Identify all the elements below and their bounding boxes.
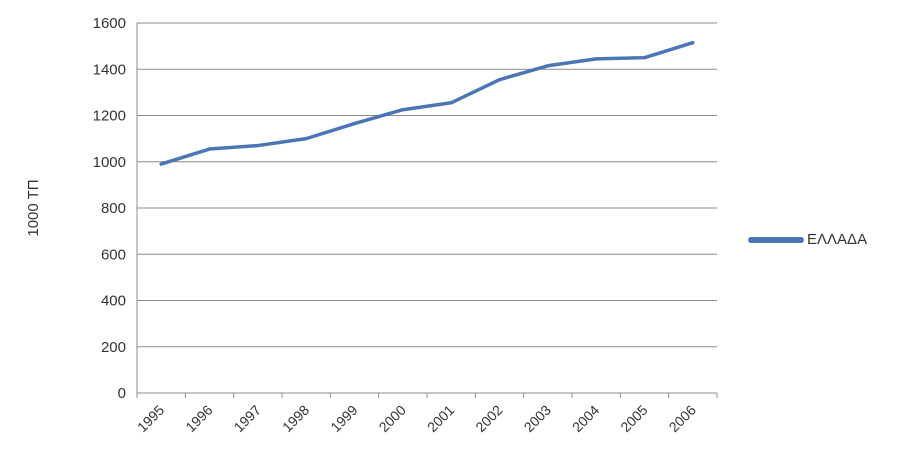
y-tick-label: 1200	[93, 108, 126, 125]
x-tick-label: 2003	[521, 402, 554, 435]
y-tick-label: 600	[101, 246, 126, 263]
y-tick-label: 0	[118, 385, 126, 402]
series-lines	[159, 40, 695, 166]
y-tick-label: 800	[101, 200, 126, 217]
legend-label: ΕΛΛΑΔΑ	[807, 231, 868, 248]
x-tick-label: 1999	[327, 402, 360, 435]
x-tick-label: 1995	[134, 402, 167, 435]
y-axis-title: 1000 ΤΠ	[25, 179, 42, 236]
y-tick-label: 400	[101, 293, 126, 310]
x-tick-labels: 1995 1996 1997 1998 1999 2000 2001 2002 2003 2004…	[134, 402, 699, 435]
x-tick-label: 1997	[231, 402, 264, 435]
gridlines	[136, 22, 718, 398]
x-tick-label: 2002	[472, 402, 505, 435]
x-tick-label: 1998	[279, 402, 312, 435]
x-tick-label: 2005	[617, 402, 650, 435]
y-tick-label: 200	[101, 339, 126, 356]
y-tick-label: 1000	[93, 154, 126, 171]
x-tick-label: 2006	[666, 402, 699, 435]
legend: ΕΛΛΑΔΑ	[748, 231, 867, 248]
y-tick-labels: 0 200 400 600 800 1000 1200 1400 1600	[93, 15, 126, 402]
x-tick-label: 2000	[376, 402, 409, 435]
y-tick-label: 1600	[93, 15, 126, 32]
x-tick-label: 2004	[569, 402, 602, 435]
y-tick-label: 1400	[93, 61, 126, 78]
legend-swatch	[748, 236, 804, 243]
x-tick-label: 2001	[424, 402, 457, 435]
x-tick-label: 1996	[182, 402, 215, 435]
series-line	[159, 40, 695, 166]
